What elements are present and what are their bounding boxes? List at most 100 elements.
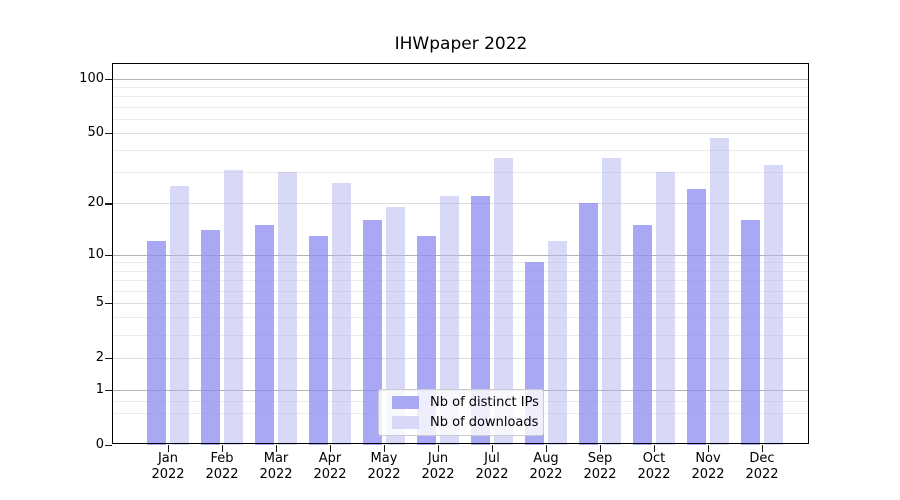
y-tick-mark <box>105 357 112 360</box>
bar-distinct-ips-mar <box>255 224 274 445</box>
y-tick-mark <box>105 389 112 392</box>
x-tick-year: 2022 <box>583 467 617 482</box>
x-tick-month: Apr <box>318 451 342 466</box>
legend-swatch-downloads <box>392 416 419 429</box>
x-tick-label: Aug 2022 <box>519 451 573 483</box>
x-tick-mark <box>600 445 602 452</box>
x-tick-mark <box>492 445 494 452</box>
gridline-minor <box>113 262 809 264</box>
x-tick-year: 2022 <box>475 467 509 482</box>
x-tick-mark <box>330 445 332 452</box>
x-tick-label: Oct 2022 <box>627 451 681 483</box>
x-tick-mark <box>168 445 170 452</box>
y-tick-label: 5 <box>95 294 104 310</box>
bar-distinct-ips-jul <box>471 196 490 445</box>
bar-distinct-ips-nov <box>687 189 706 445</box>
x-tick-mark <box>438 445 440 452</box>
y-tick-mark <box>105 78 112 80</box>
plot-area <box>112 63 810 445</box>
y-tick-mark <box>105 445 112 447</box>
bar-downloads-dec <box>764 165 783 445</box>
gridline-minor <box>113 172 809 174</box>
bar-distinct-ips-may <box>363 220 382 445</box>
x-tick-month: Dec <box>749 451 775 466</box>
bar-downloads-jul <box>494 158 513 445</box>
gridline-minor <box>113 317 809 319</box>
bar-downloads-oct <box>656 172 675 445</box>
gridline-minor <box>113 150 809 152</box>
gridline-minor <box>113 86 809 88</box>
y-tick-label: 100 <box>79 70 104 86</box>
gridline-minor <box>113 290 809 292</box>
x-tick-label: Dec 2022 <box>735 451 789 483</box>
gridline <box>113 302 809 304</box>
gridline-minor <box>113 96 809 98</box>
legend-label-downloads: Nb of downloads <box>430 415 539 430</box>
bar-downloads-apr <box>332 183 351 445</box>
legend: Nb of distinct IPs Nb of downloads <box>378 389 544 436</box>
x-tick-month: Nov <box>695 451 721 466</box>
y-tick-mark <box>105 302 112 305</box>
x-tick-mark <box>762 445 764 452</box>
legend-item-distinct-ips: Nb of distinct IPs <box>379 395 543 410</box>
x-tick-year: 2022 <box>367 467 401 482</box>
bar-downloads-nov <box>710 137 729 445</box>
bar-distinct-ips-apr <box>309 235 328 445</box>
chart-title: IHWpaper 2022 <box>394 34 528 54</box>
x-tick-year: 2022 <box>637 467 671 482</box>
bar-distinct-ips-dec <box>741 220 760 445</box>
x-tick-label: Jan 2022 <box>141 451 195 483</box>
y-tick-label: 2 <box>95 349 104 365</box>
bar-downloads-jan <box>170 186 189 445</box>
bar-downloads-mar <box>278 172 297 445</box>
x-tick-mark <box>384 445 386 452</box>
bar-downloads-sep <box>602 158 621 445</box>
x-tick-year: 2022 <box>151 467 185 482</box>
x-tick-year: 2022 <box>259 467 293 482</box>
legend-item-downloads: Nb of downloads <box>379 415 543 430</box>
x-tick-month: Oct <box>642 451 666 466</box>
x-tick-year: 2022 <box>421 467 455 482</box>
x-tick-month: Aug <box>533 451 559 466</box>
legend-swatch-distinct-ips <box>392 396 419 409</box>
x-tick-label: Sep 2022 <box>573 451 627 483</box>
x-tick-month: Feb <box>210 451 234 466</box>
y-tick-label: 10 <box>87 246 104 262</box>
gridline-minor <box>113 270 809 272</box>
x-tick-label: Feb 2022 <box>195 451 249 483</box>
bar-distinct-ips-oct <box>633 224 652 445</box>
y-tick-mark <box>105 254 112 256</box>
bar-distinct-ips-sep <box>579 203 598 445</box>
x-tick-label: Nov 2022 <box>681 451 735 483</box>
gridline-major <box>113 78 809 80</box>
x-tick-month: Jul <box>484 451 500 466</box>
gridline-minor <box>113 279 809 281</box>
bar-distinct-ips-jan <box>147 241 166 445</box>
x-tick-mark <box>654 445 656 452</box>
x-tick-label: Jun 2022 <box>411 451 465 483</box>
x-tick-year: 2022 <box>313 467 347 482</box>
y-tick-label: 1 <box>95 381 104 397</box>
x-tick-label: Mar 2022 <box>249 451 303 483</box>
legend-label-distinct-ips: Nb of distinct IPs <box>430 395 539 410</box>
gridline-minor <box>113 118 809 120</box>
x-tick-month: Mar <box>263 451 289 466</box>
bar-downloads-aug <box>548 241 567 445</box>
y-tick-label: 50 <box>87 124 104 140</box>
y-tick-mark <box>105 203 112 205</box>
x-tick-label: Jul 2022 <box>465 451 519 483</box>
x-tick-mark <box>546 445 548 452</box>
x-tick-label: May 2022 <box>357 451 411 483</box>
bar-downloads-feb <box>224 169 243 445</box>
bar-downloads-jun <box>440 196 459 445</box>
x-tick-year: 2022 <box>529 467 563 482</box>
x-tick-mark <box>708 445 710 452</box>
y-tick-mark <box>105 132 112 135</box>
bar-downloads-may <box>386 207 405 445</box>
x-tick-month: Sep <box>587 451 613 466</box>
bar-distinct-ips-feb <box>201 230 220 445</box>
x-tick-month: Jan <box>157 451 179 466</box>
x-tick-label: Apr 2022 <box>303 451 357 483</box>
x-tick-year: 2022 <box>205 467 239 482</box>
x-tick-month: Jun <box>427 451 449 466</box>
